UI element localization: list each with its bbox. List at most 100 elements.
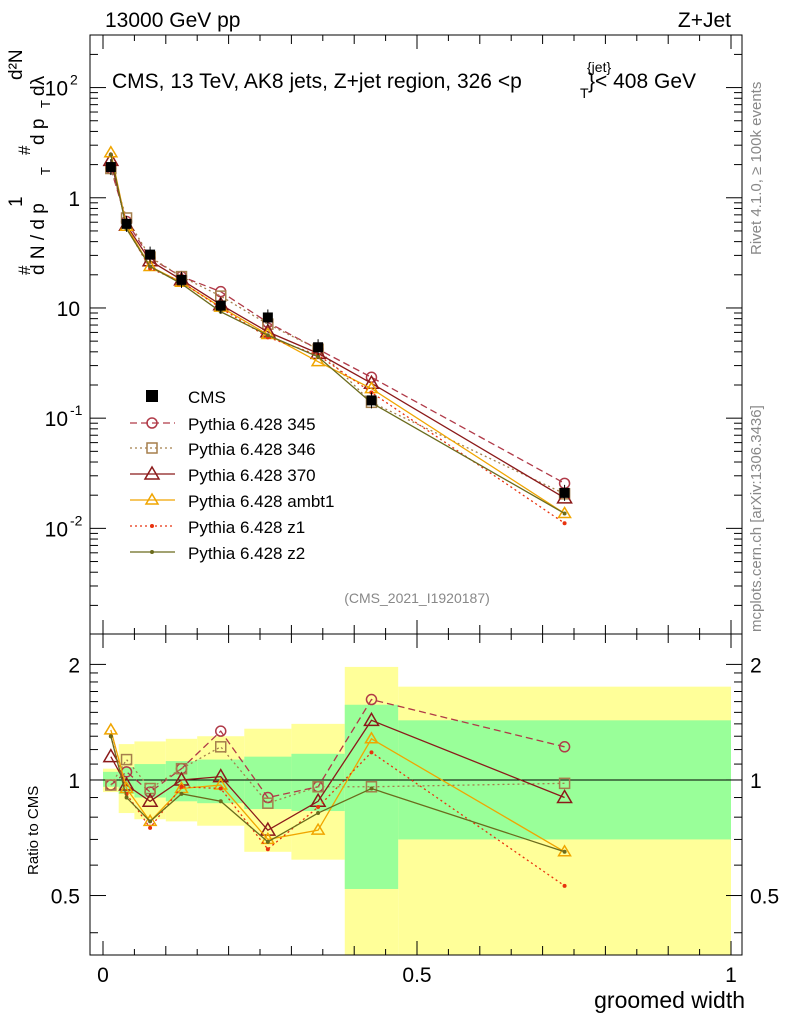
- svg-text:T: T: [580, 85, 589, 101]
- svg-text:CMS, 13 TeV, AK8 jets, Z+jet r: CMS, 13 TeV, AK8 jets, Z+jet region, 326…: [112, 70, 522, 93]
- legend-marker-ambt1: [144, 492, 160, 505]
- series-line-z1: [110, 154, 565, 524]
- svg-text:dλ: dλ: [28, 75, 49, 96]
- x-axis-label: groomed width: [594, 987, 745, 1013]
- ratio-point-z2: [148, 819, 153, 824]
- svg-text:#: #: [15, 145, 34, 155]
- legend-label-p345: Pythia 6.428 345: [188, 415, 316, 434]
- ratio-point-z2: [124, 795, 129, 800]
- svg-text:d p: d p: [28, 119, 49, 145]
- series-point-z2: [316, 354, 321, 359]
- legend-marker-cms: [146, 390, 158, 402]
- series-point-ambt1: [142, 259, 158, 272]
- ratio-point-z2: [265, 839, 270, 844]
- ratio-point-p345: [215, 725, 227, 737]
- data-point: [145, 249, 156, 260]
- y-tick-label: 1: [68, 188, 80, 211]
- chart-title: CMS, 13 TeV, AK8 jets, Z+jet region, 326…: [112, 59, 696, 101]
- ratio-line-z1: [110, 736, 565, 887]
- ratio-point-p346: [312, 781, 324, 793]
- ratio-point-z2: [108, 734, 113, 739]
- ratio-point-p370: [259, 821, 277, 836]
- y-tick-label: 10: [45, 78, 68, 101]
- ratio-y-label: Ratio to CMS: [25, 786, 42, 875]
- data-point: [366, 395, 377, 406]
- legend: CMS Pythia 6.428 345 Pythia 6.428 346 Pythi…: [130, 388, 334, 563]
- ratio-tick-label-right: 1: [750, 770, 762, 793]
- ratio-line-ambt1: [110, 729, 565, 853]
- series-line-p370: [110, 160, 565, 499]
- legend-label-cms: CMS: [188, 388, 226, 407]
- ratio-tick-label-right: 0.5: [750, 886, 779, 909]
- series-line-p346: [110, 168, 565, 495]
- y-tick-exponent: -1: [70, 402, 83, 418]
- header-energy: 13000 GeV pp: [105, 9, 240, 32]
- legend-marker-p346: [146, 442, 158, 454]
- svg-text:d N / d p: d N / d p: [28, 203, 49, 275]
- ratio-plot-series: [102, 693, 573, 888]
- data-point: [105, 162, 116, 173]
- ratio-point-ambt1: [310, 822, 326, 835]
- ratio-point-p346: [215, 741, 227, 753]
- band-inner: [134, 764, 166, 798]
- svg-text:#: #: [15, 265, 34, 275]
- ratio-tick-label-left: 2: [68, 654, 80, 677]
- mcplots-label: mcplots.cern.ch [arXiv:1306.3436]: [748, 405, 765, 632]
- y-tick-label: 10: [45, 518, 68, 541]
- legend-marker-z2: [150, 550, 154, 554]
- series-point-z2: [562, 511, 567, 516]
- x-tick-label: 0.5: [402, 964, 431, 987]
- ratio-point-z2: [316, 811, 321, 816]
- legend-marker-p370: [143, 465, 161, 480]
- ratio-point-z1: [316, 805, 321, 810]
- ratio-point-z1: [562, 883, 567, 888]
- main-plot-series: [102, 145, 573, 526]
- rivet-label: Rivet 4.1.0, ≥ 100k events: [748, 82, 765, 255]
- y-tick-exponent: -2: [70, 512, 83, 528]
- ratio-point-p370: [363, 711, 380, 727]
- data-point: [559, 487, 570, 498]
- ratio-point-z1: [148, 825, 153, 830]
- ratio-point-p346: [365, 781, 378, 793]
- svg-text:T: T: [38, 100, 53, 108]
- ratio-point-p370: [102, 748, 120, 763]
- ratio-uncertainty-bands: [103, 666, 731, 955]
- data-point: [313, 342, 324, 353]
- series-point-z2: [108, 152, 113, 157]
- ratio-tick-label-right: 2: [750, 654, 762, 677]
- ratio-point-z2: [369, 786, 374, 791]
- legend-marker-p345: [146, 417, 158, 429]
- series-line-z2: [110, 154, 565, 515]
- ratio-point-p346: [558, 777, 571, 790]
- ratio-frame: [89, 633, 743, 956]
- legend-label-z1: Pythia 6.428 z1: [188, 518, 305, 537]
- axes: [89, 34, 743, 956]
- series-point-ambt1: [310, 354, 326, 367]
- data-point: [215, 300, 226, 311]
- ratio-point-p370: [556, 789, 573, 804]
- series-line-ambt1: [110, 152, 565, 515]
- legend-label-z2: Pythia 6.428 z2: [188, 544, 305, 563]
- ratio-point-z2: [562, 849, 567, 854]
- ratio-line-p345: [110, 698, 565, 799]
- ratio-point-ambt1: [142, 813, 158, 827]
- series-line-p345: [110, 168, 565, 484]
- data-point: [176, 274, 187, 285]
- ratio-point-z2: [218, 799, 223, 804]
- legend-label-p370: Pythia 6.428 370: [188, 466, 316, 485]
- series-point-z1: [562, 521, 567, 526]
- ratio-point-p345: [558, 741, 571, 753]
- legend-label-ambt1: Pythia 6.428 ambt1: [188, 492, 334, 511]
- svg-text:d²N: d²N: [6, 49, 27, 80]
- svg-text:1: 1: [6, 196, 27, 207]
- ratio-point-ambt1: [103, 722, 119, 735]
- series-point-z2: [148, 264, 153, 269]
- ratio-point-ambt1: [364, 731, 379, 744]
- y-tick-label: 10: [57, 298, 80, 321]
- ratio-point-z1: [265, 847, 270, 852]
- ratio-tick-label-left: 1: [68, 770, 80, 793]
- y-tick-label: 10: [45, 408, 68, 431]
- ratio-point-p370: [212, 768, 230, 783]
